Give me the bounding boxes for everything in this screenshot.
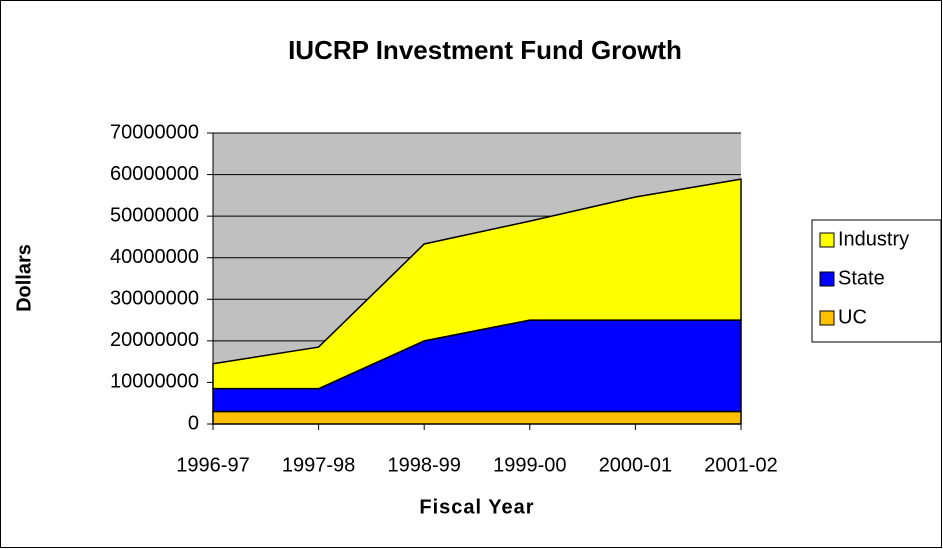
area <box>212 178 742 390</box>
x-tick-label: 1998-99 <box>387 454 460 476</box>
x-tick-label: 1996-97 <box>176 454 249 476</box>
y-tick-label: 70000000 <box>110 121 199 143</box>
legend-swatch <box>819 310 835 326</box>
x-tick-label: 1997-98 <box>282 454 355 476</box>
legend-label: State <box>838 267 885 289</box>
x-tick-label: 2000-01 <box>599 454 672 476</box>
legend-label: Industry <box>838 228 909 250</box>
y-tick-label: 20000000 <box>110 329 199 351</box>
legend-swatch <box>819 232 835 248</box>
chart-title: IUCRP Investment Fund Growth <box>288 35 682 65</box>
legend-swatch <box>819 271 835 287</box>
y-tick-label: 0 <box>188 412 199 434</box>
x-tick-label: 1999-00 <box>493 454 566 476</box>
legend-label: UC <box>838 306 867 328</box>
y-tick-label: 40000000 <box>110 246 199 268</box>
x-tick-label: 2001-02 <box>704 454 777 476</box>
y-tick-label: 30000000 <box>110 288 199 310</box>
area <box>212 410 742 425</box>
y-tick-label: 10000000 <box>110 371 199 393</box>
y-tick-label: 50000000 <box>110 204 199 226</box>
y-axis-label: Dollars <box>13 244 35 312</box>
x-axis-label: Fiscal Year <box>419 496 534 518</box>
y-tick-label: 60000000 <box>110 163 199 185</box>
